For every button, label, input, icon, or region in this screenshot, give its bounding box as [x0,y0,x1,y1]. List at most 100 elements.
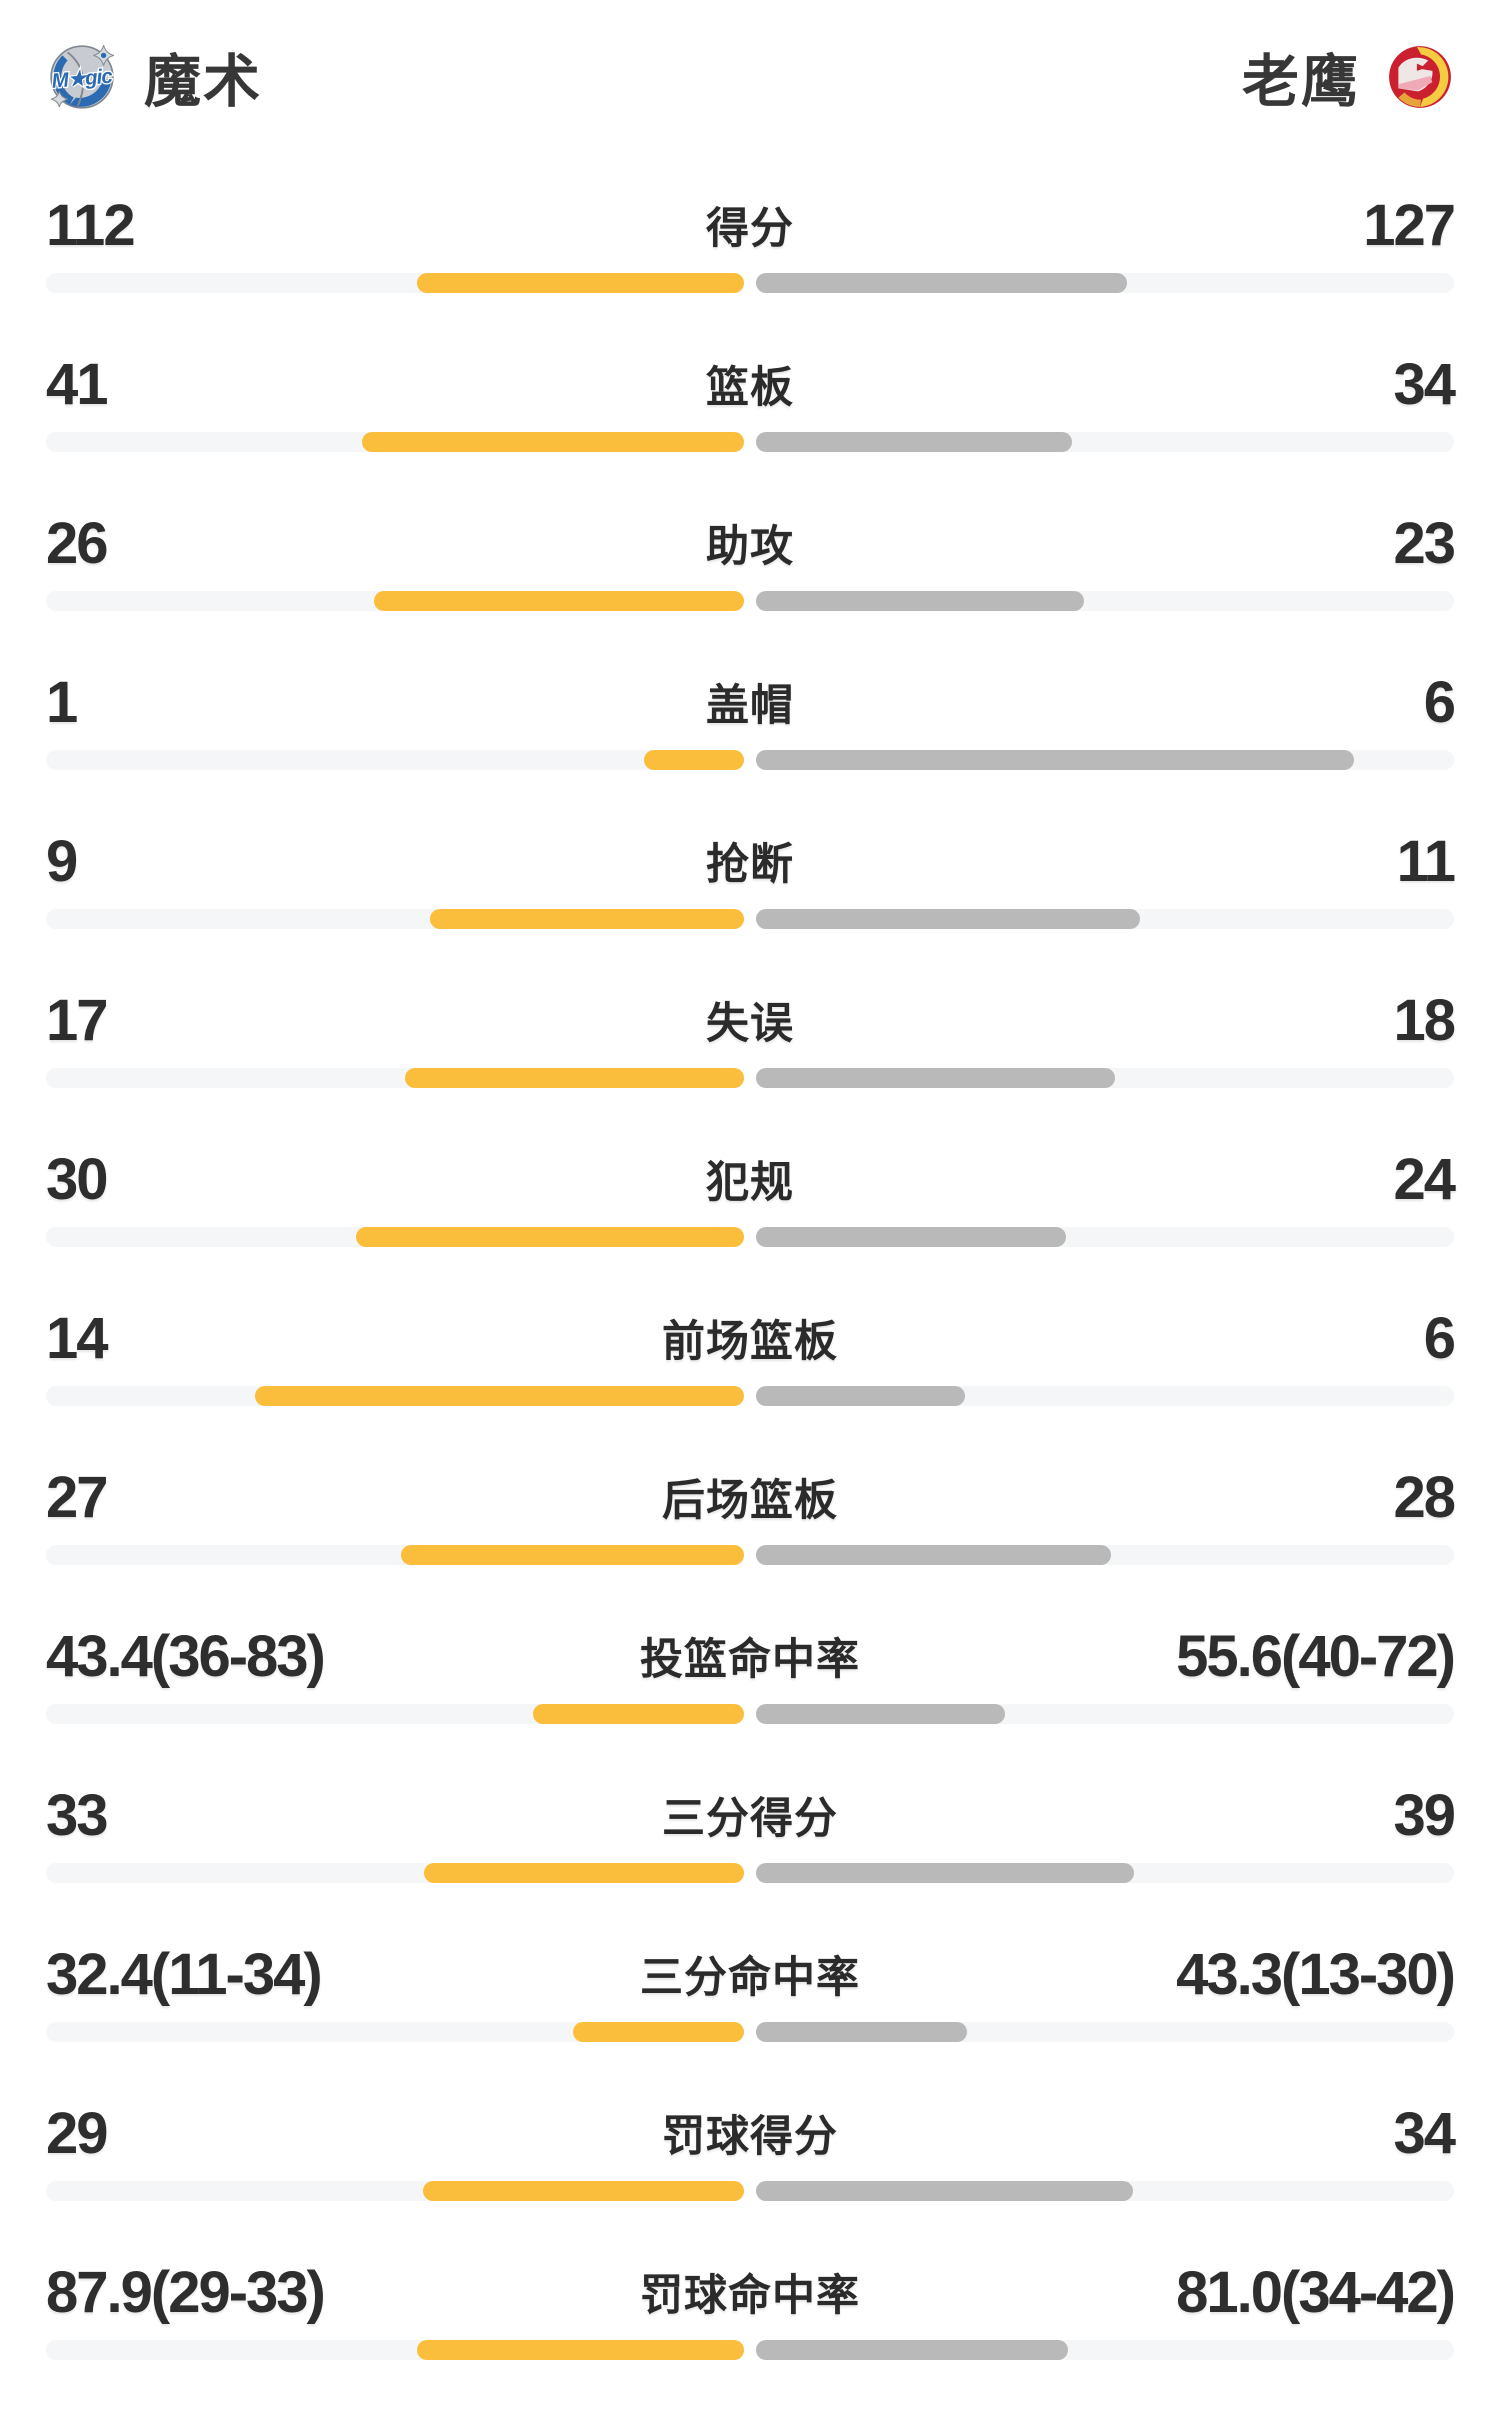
home-bar-track [46,273,744,293]
stat-row: 43.4(36-83) 投篮命中率 55.6(40-72) [46,1620,1456,1779]
away-bar-track [756,1068,1454,1088]
stat-label: 三分命中率 [640,1954,860,2002]
hawks-logo-icon [1389,46,1451,108]
away-value: 34 [1393,2100,1456,2166]
stat-bar [46,273,1454,293]
stat-row: 1 盖帽 6 [46,666,1456,825]
stat-bar [46,909,1454,929]
home-bar-fill [416,273,744,293]
stat-values: 32.4(11-34) 三分命中率 43.3(13-30) [46,1938,1456,2010]
stat-row: 26 助攻 23 [46,507,1456,666]
stat-row: 41 篮板 34 [46,348,1456,507]
away-team-name: 老鹰 [1242,50,1360,114]
home-bar-fill [429,909,744,929]
away-value: 24 [1393,1146,1456,1212]
home-value: 17 [46,987,109,1053]
stat-label: 罚球得分 [662,2113,838,2161]
stat-label: 犯规 [706,1159,794,1207]
away-bar-fill [756,1068,1115,1088]
stat-label: 盖帽 [706,682,794,730]
stat-row: 27 后场篮板 28 [46,1461,1456,1620]
stat-label: 后场篮板 [662,1477,838,1525]
stat-values: 14 前场篮板 6 [46,1302,1456,1374]
home-bar-fill [424,1863,744,1883]
home-bar-fill [532,1704,744,1724]
away-bar-fill [756,591,1084,611]
away-value: 6 [1423,1305,1456,1371]
stat-row: 32.4(11-34) 三分命中率 43.3(13-30) [46,1938,1456,2097]
stat-label: 失误 [706,1000,794,1048]
stat-values: 30 犯规 24 [46,1143,1456,1215]
scoreboard-header: M★gic 魔术 老鹰 [46,0,1454,114]
stat-values: 27 后场篮板 28 [46,1461,1456,1533]
away-bar-track [756,2181,1454,2201]
stat-values: 43.4(36-83) 投篮命中率 55.6(40-72) [46,1620,1456,1692]
home-bar-track [46,1227,744,1247]
away-bar-track [756,1545,1454,1565]
stat-label: 得分 [706,205,794,253]
stat-row: 112 得分 127 [46,189,1456,348]
stat-bar [46,432,1454,452]
home-value: 1 [46,669,78,735]
away-bar-track [756,2340,1454,2360]
away-bar-fill [756,2181,1133,2201]
stat-row: 9 抢断 11 [46,825,1456,984]
home-value: 41 [46,351,109,417]
away-value: 34 [1393,351,1456,417]
stat-bar [46,1068,1454,1088]
home-bar-fill [422,2181,744,2201]
stat-bar [46,1227,1454,1247]
home-team: M★gic 魔术 [46,36,262,118]
home-value: 27 [46,1464,109,1530]
away-bar-track [756,432,1454,452]
stat-label: 投篮命中率 [640,1636,860,1684]
home-bar-track [46,2340,744,2360]
home-value: 32.4(11-34) [46,1941,323,2007]
away-bar-fill [756,273,1127,293]
stat-bar [46,2181,1454,2201]
home-value: 29 [46,2100,109,2166]
home-bar-fill [373,591,744,611]
away-team: 老鹰 [1242,36,1454,118]
home-bar-track [46,1863,744,1883]
away-bar-track [756,909,1454,929]
home-bar-track [46,591,744,611]
home-bar-track [46,1068,744,1088]
home-value: 87.9(29-33) [46,2259,326,2325]
away-bar-fill [756,1545,1112,1565]
home-value: 30 [46,1146,109,1212]
stat-label: 三分得分 [662,1795,838,1843]
stat-values: 1 盖帽 6 [46,666,1456,738]
stat-values: 9 抢断 11 [46,825,1456,897]
stat-bar [46,591,1454,611]
stat-label: 抢断 [706,841,794,889]
stat-values: 41 篮板 34 [46,348,1456,420]
home-value: 33 [46,1782,109,1848]
away-value: 43.3(13-30) [1176,1941,1456,2007]
stat-label: 前场篮板 [662,1318,838,1366]
home-bar-track [46,2181,744,2201]
stat-row: 33 三分得分 39 [46,1779,1456,1938]
home-value: 26 [46,510,109,576]
stat-bar [46,2340,1454,2360]
home-value: 112 [46,192,136,258]
away-bar-fill [756,2340,1069,2360]
stat-row: 29 罚球得分 34 [46,2097,1456,2256]
home-bar-fill [644,750,744,770]
away-bar-fill [756,1386,966,1406]
away-value: 23 [1393,510,1456,576]
away-bar-track [756,1386,1454,1406]
away-bar-fill [756,2022,967,2042]
away-bar-fill [756,1863,1135,1883]
stat-values: 112 得分 127 [46,189,1456,261]
home-bar-fill [356,1227,744,1247]
home-team-name: 魔术 [144,50,262,114]
home-value: 14 [46,1305,109,1371]
away-bar-fill [756,432,1073,452]
stat-bar [46,1704,1454,1724]
home-bar-fill [255,1386,744,1406]
stat-values: 26 助攻 23 [46,507,1456,579]
stat-bar [46,1386,1454,1406]
home-bar-track [46,1386,744,1406]
